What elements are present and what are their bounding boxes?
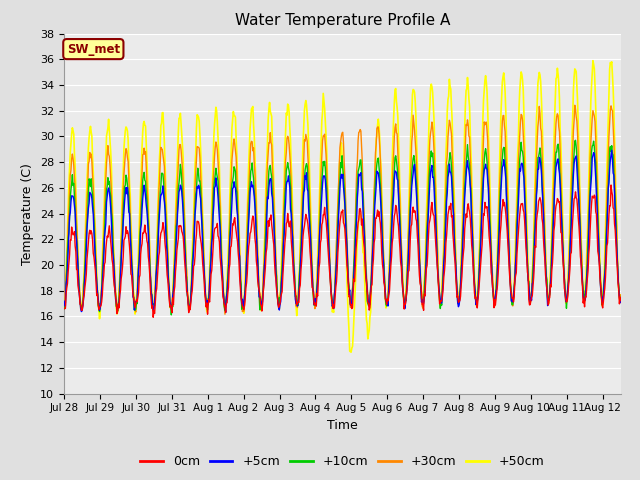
+5cm [384,303,392,309]
+10cm [168,312,175,318]
+50cm [483,88,491,94]
Line: 0cm: 0cm [64,185,621,317]
+50cm [589,58,596,63]
+5cm [540,234,548,240]
+10cm [483,159,491,165]
+30cm [94,300,102,306]
0cm [149,314,157,320]
+50cm [60,305,68,311]
Y-axis label: Temperature (C): Temperature (C) [22,163,35,264]
+10cm [415,259,423,264]
+30cm [540,210,548,216]
Line: +5cm: +5cm [64,150,621,312]
+5cm [60,298,68,304]
+10cm [572,137,579,143]
Text: SW_met: SW_met [67,43,120,56]
Line: +50cm: +50cm [64,60,621,352]
+30cm [384,292,392,298]
+50cm [94,297,102,303]
+30cm [221,312,229,317]
0cm [384,298,392,304]
X-axis label: Time: Time [327,419,358,432]
+5cm [222,310,230,315]
+5cm [617,297,625,302]
Line: +10cm: +10cm [64,140,621,315]
+10cm [399,282,406,288]
+50cm [384,292,392,298]
Legend: 0cm, +5cm, +10cm, +30cm, +50cm: 0cm, +5cm, +10cm, +30cm, +50cm [135,450,550,473]
0cm [617,298,625,303]
+50cm [399,273,406,279]
0cm [483,204,491,210]
Title: Water Temperature Profile A: Water Temperature Profile A [235,13,450,28]
0cm [94,301,102,307]
+5cm [399,286,406,292]
+10cm [540,227,548,233]
+5cm [415,257,423,263]
+30cm [483,127,491,133]
+30cm [60,301,68,307]
+50cm [348,349,355,355]
+5cm [608,147,616,153]
+30cm [415,247,423,253]
+5cm [483,167,491,172]
0cm [540,248,548,253]
+10cm [384,298,392,304]
+50cm [540,192,548,198]
+10cm [94,302,102,308]
+50cm [415,237,423,243]
0cm [60,306,68,312]
+30cm [617,292,625,298]
+5cm [94,296,102,301]
+50cm [617,292,625,298]
+10cm [60,306,68,312]
+30cm [571,102,579,108]
0cm [415,272,423,278]
+30cm [399,281,406,287]
0cm [399,286,406,291]
+10cm [617,299,625,304]
Line: +30cm: +30cm [64,105,621,314]
0cm [607,182,615,188]
